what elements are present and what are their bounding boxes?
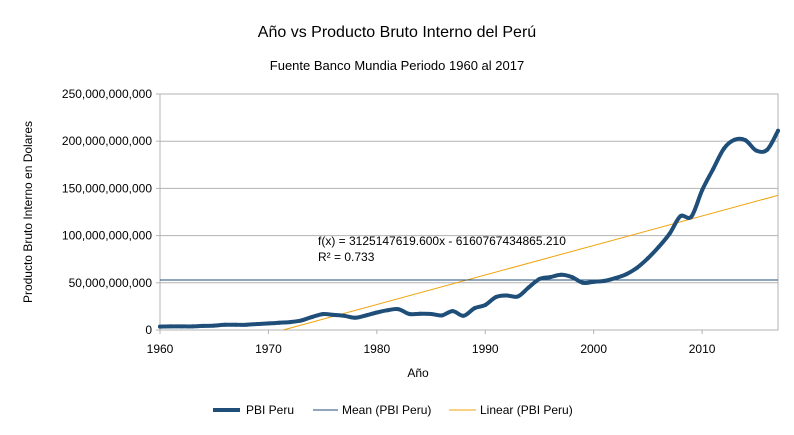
data-point [429,312,434,316]
data-point [418,311,423,316]
x-axis-ticks: 1960 1970 1980 1990 2000 2010 [147,330,716,356]
x-tick-label: 1970 [255,342,282,356]
data-point [754,148,759,153]
data-point [277,320,282,325]
chart-subtitle: Fuente Banco Mundia Periodo 1960 al 2017 [270,58,524,73]
data-point [515,294,520,299]
y-tick-label: 0 [145,323,152,337]
data-point [309,315,314,320]
data-point [396,307,401,312]
data-point [179,324,184,329]
trend-equation: f(x) = 3125147619.600x - 6160767434865.2… [318,234,566,248]
plot-area [159,93,779,331]
data-point [233,322,238,327]
x-tick-label: 2000 [580,342,607,356]
legend-label-pbi: PBI Peru [246,403,294,417]
data-point [472,306,477,311]
data-point [483,303,488,307]
data-point [407,312,412,316]
data-point [331,312,336,317]
legend-label-linear: Linear (PBI Peru) [480,403,573,417]
data-point [613,276,618,281]
data-point [201,323,206,328]
data-point [537,277,542,281]
data-point [635,265,640,270]
linear-trendline [282,194,779,331]
grid-lines [160,93,778,331]
data-point [602,278,607,283]
x-tick-label: 2010 [689,342,716,356]
y-axis-label: Producto Bruto Interno en Dolares [21,121,35,303]
y-axis-ticks: 0 50,000,000,000 100,000,000,000 150,000,00… [62,87,160,337]
data-point [645,256,650,261]
data-point [364,313,368,318]
data-point [504,293,509,298]
data-point [710,167,715,172]
data-point [732,137,737,142]
data-point [158,324,162,329]
data-point [190,324,195,329]
x-tick-label: 1980 [363,342,390,356]
data-point [385,308,390,313]
data-point [667,231,672,236]
data-point [591,279,596,284]
data-point [776,128,780,133]
data-point [461,313,466,318]
data-point [450,309,455,314]
legend: PBI Peru Mean (PBI Peru) Linear (PBI Per… [213,403,573,417]
legend-label-mean: Mean (PBI Peru) [342,403,431,417]
y-tick-label: 100,000,000,000 [62,229,152,243]
data-point [244,322,249,327]
data-point [266,321,271,326]
data-point [320,312,325,317]
data-point [548,275,553,280]
data-point [168,324,173,329]
data-point [689,214,694,219]
data-point [743,138,748,143]
x-axis-label: Año [407,366,429,380]
data-point [342,313,347,318]
x-tick-label: 1990 [472,342,499,356]
pbi-peru-line [158,128,780,329]
data-point [678,214,683,219]
y-tick-label: 250,000,000,000 [62,87,152,101]
data-points [158,128,780,329]
data-point [298,318,303,323]
data-point [526,285,531,290]
data-point [288,320,293,325]
data-point [721,146,726,151]
y-tick-label: 150,000,000,000 [62,181,152,195]
y-tick-label: 200,000,000,000 [62,134,152,148]
data-point [624,272,629,277]
data-point [700,188,705,193]
data-point [580,280,585,285]
x-tick-label: 1960 [147,342,174,356]
chart-title: Año vs Producto Bruto Interno del Perú [258,24,536,41]
data-point [439,313,444,318]
data-point [765,147,770,152]
data-point [353,315,358,320]
data-point [212,323,217,328]
data-point [656,244,661,249]
data-point [255,322,260,326]
data-point [570,275,574,280]
data-point [374,310,379,315]
y-tick-label: 50,000,000,000 [69,276,153,290]
trend-r2: R² = 0.733 [318,250,375,264]
data-point [223,322,228,327]
data-point [494,295,499,299]
data-point [559,272,564,277]
